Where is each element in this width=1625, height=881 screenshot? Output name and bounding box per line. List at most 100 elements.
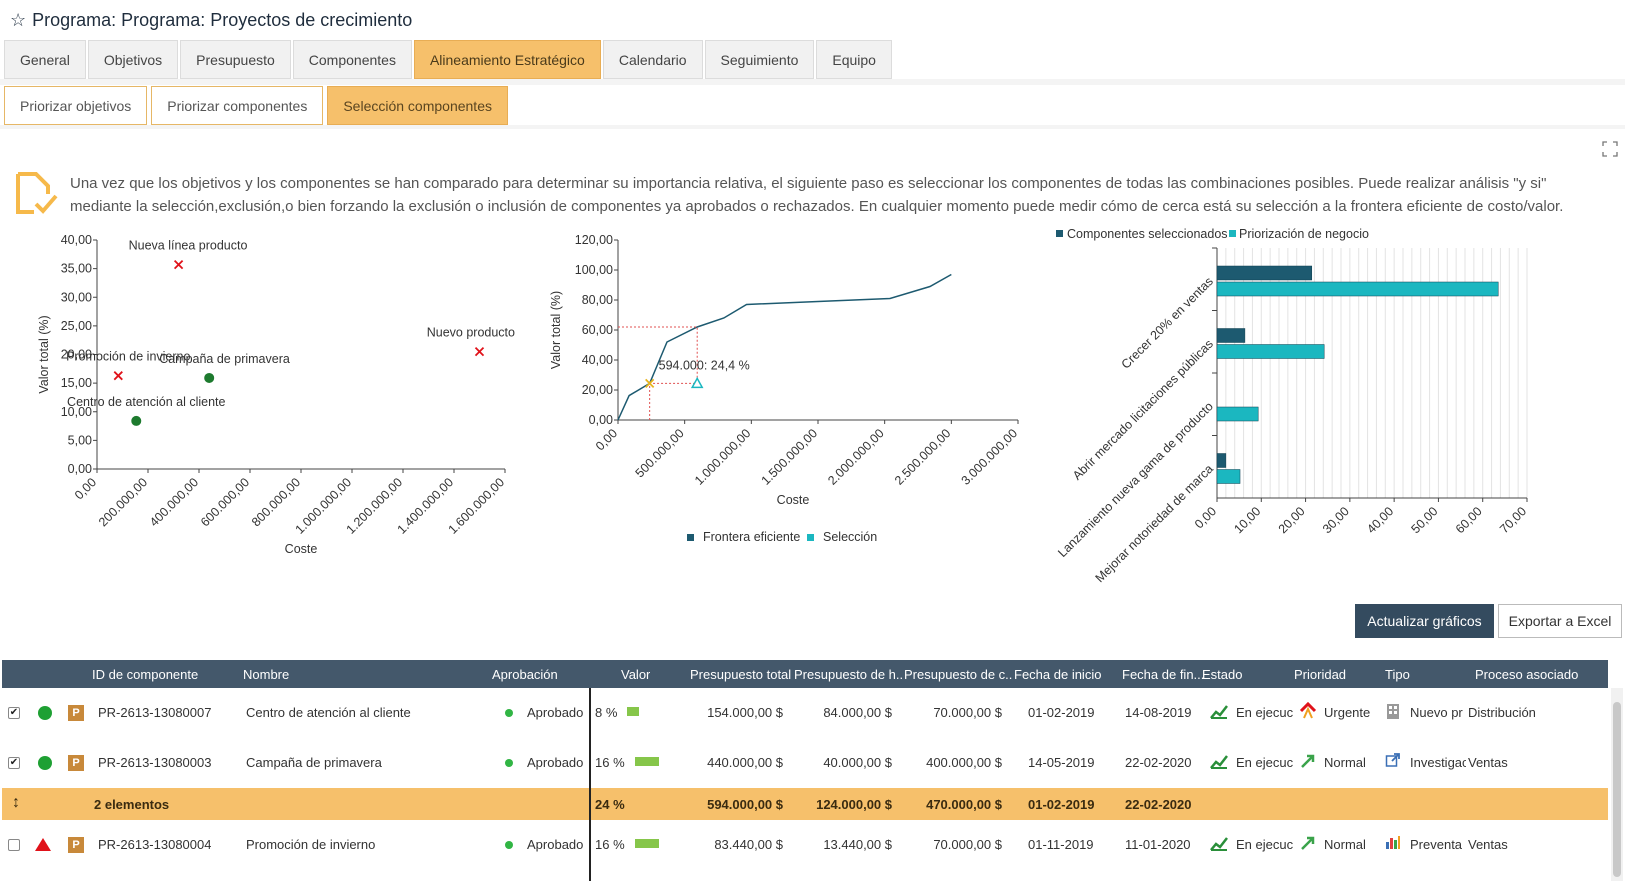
y-tick-label: 35,00	[61, 262, 92, 276]
scrollbar-thumb[interactable]	[1613, 702, 1621, 877]
group-label: 2 elementos	[94, 797, 170, 812]
legend-label-frontier: Frontera eficiente	[703, 530, 800, 544]
status-chart-icon	[1210, 703, 1228, 722]
row-name[interactable]: Campaña de primavera	[246, 755, 382, 770]
point-label: Nuevo producto	[427, 326, 515, 340]
col-total-budget[interactable]: Presupuesto total	[690, 667, 792, 682]
table-row[interactable]: P PR-2613-13080004 Promoción de invierno…	[2, 820, 1608, 870]
project-type-icon: P	[68, 705, 84, 721]
update-charts-button[interactable]: Actualizar gráficos	[1355, 604, 1494, 638]
row-type: Investigac	[1410, 755, 1466, 770]
col-process[interactable]: Proceso asociado	[1475, 667, 1579, 682]
legend-swatch-selected	[1056, 230, 1063, 237]
col-name[interactable]: Nombre	[243, 667, 290, 682]
x-tick-label: 0,00	[72, 475, 99, 502]
group-budget-c: 470.000,00 $	[926, 797, 1002, 812]
tab-seguimiento[interactable]: Seguimiento	[704, 40, 815, 79]
row-checkbox[interactable]	[8, 839, 20, 851]
row-value-bar	[635, 757, 659, 766]
row-name[interactable]: Centro de atención al cliente	[246, 705, 411, 720]
bar-1	[1216, 406, 1259, 422]
col-start-date[interactable]: Fecha de inicio	[1014, 667, 1102, 682]
x-axis-title: Coste	[285, 542, 318, 556]
expand-collapse-icon[interactable]: ↕	[12, 794, 20, 811]
tab-objetivos[interactable]: Objetivos	[87, 40, 179, 79]
col-end-date[interactable]: Fecha de fin...	[1122, 667, 1204, 682]
group-summary-row[interactable]: ↕ 2 elementos 24 % 594.000,00 $ 124.000,…	[2, 788, 1608, 820]
x-tick-label: 2.500.000,00	[892, 426, 954, 488]
star-icon[interactable]: ☆	[10, 9, 27, 30]
row-budget-h: 13.440,00 $	[823, 837, 892, 852]
col-type[interactable]: Tipo	[1385, 667, 1410, 682]
table-row[interactable]: ✔ P PR-2613-13080007 Centro de atención …	[2, 688, 1608, 738]
tab-equipo[interactable]: Equipo	[816, 40, 892, 79]
row-value: 16 %	[595, 837, 625, 852]
project-type-icon: P	[68, 755, 84, 771]
y-tick-label: 100,00	[575, 263, 613, 277]
tab-componentes[interactable]: Componentes	[292, 40, 412, 79]
point-marker-dot	[131, 415, 142, 426]
subtab-priorizar-objetivos[interactable]: Priorizar objetivos	[4, 86, 148, 125]
export-excel-button[interactable]: Exportar a Excel	[1498, 604, 1622, 638]
y-tick-label: 20,00	[582, 383, 613, 397]
y-tick-label: 80,00	[582, 293, 613, 307]
main-tabs: General Objetivos Presupuesto Componente…	[4, 40, 892, 79]
y-tick-label: 20,00	[61, 348, 92, 362]
selection-guide-top	[618, 326, 698, 384]
subtab-seleccion-componentes[interactable]: Selección componentes	[327, 86, 508, 125]
approval-dot-icon	[505, 841, 513, 849]
tab-separator	[0, 79, 1625, 85]
row-status: En ejecuc	[1236, 837, 1294, 852]
health-red-triangle-icon	[35, 838, 51, 851]
x-axis-title: Coste	[777, 493, 810, 507]
col-id[interactable]: ID de componente	[92, 667, 199, 682]
project-type-icon: P	[68, 837, 84, 853]
y-axis-title: Valor total (%)	[549, 291, 563, 369]
expand-icon[interactable]	[1602, 141, 1618, 157]
table-scrollbar[interactable]	[1611, 688, 1623, 881]
tab-presupuesto[interactable]: Presupuesto	[180, 40, 291, 79]
x-tick-label: 800.000,00	[249, 475, 303, 529]
col-status[interactable]: Estado	[1202, 667, 1243, 682]
tab-alineamiento-estrategico[interactable]: Alineamiento Estratégico	[413, 40, 601, 79]
col-priority[interactable]: Prioridad	[1294, 667, 1347, 682]
legend-swatch-selection	[807, 534, 814, 541]
page-title: Programa: Programa: Proyectos de crecimi…	[32, 9, 413, 30]
y-tick-label: 10,00	[61, 405, 92, 419]
row-budget-h: 40.000,00 $	[823, 755, 892, 770]
subtab-priorizar-componentes[interactable]: Priorizar componentes	[151, 86, 324, 125]
tab-calendario[interactable]: Calendario	[602, 40, 703, 79]
group-end-date: 22-02-2020	[1125, 797, 1192, 812]
table-row[interactable]: ✔ P PR-2613-13080003 Campaña de primaver…	[2, 738, 1608, 788]
y-tick-label: 5,00	[68, 433, 92, 447]
point-label: Centro de atención al cliente	[67, 395, 225, 409]
approval-dot-icon	[505, 709, 513, 717]
y-tick-label: 30,00	[61, 290, 92, 304]
col-budget-h[interactable]: Presupuesto de h...	[794, 667, 902, 682]
selection-marker	[690, 376, 704, 389]
row-name[interactable]: Promoción de invierno	[246, 837, 376, 852]
y-tick-label: 0,00	[68, 462, 92, 476]
y-tick-label: 60,00	[582, 323, 613, 337]
row-id: PR-2613-13080004	[98, 837, 212, 852]
col-budget-c[interactable]: Presupuesto de c...	[904, 667, 1012, 682]
priority-normal-icon	[1299, 752, 1317, 773]
x-tick-label: 400.000,00	[147, 475, 201, 529]
row-approval: Aprobado	[527, 705, 584, 720]
row-checkbox[interactable]: ✔	[8, 757, 20, 769]
col-value[interactable]: Valor	[621, 667, 651, 682]
selection-annotation: 594.000: 24,4 %	[659, 358, 750, 372]
health-green-icon	[38, 756, 52, 770]
x-tick-label: 40,00	[1364, 504, 1396, 536]
row-budget-c: 70.000,00 $	[933, 705, 1002, 720]
row-end-date: 22-02-2020	[1125, 755, 1192, 770]
tab-general[interactable]: General	[4, 40, 86, 79]
col-approval[interactable]: Aprobación	[492, 667, 558, 682]
group-total-budget: 594.000,00 $	[707, 797, 783, 812]
row-priority: Normal	[1324, 755, 1366, 770]
row-process: Distribución	[1468, 705, 1536, 720]
priority-normal-icon	[1299, 834, 1317, 855]
point-marker-x	[474, 347, 485, 357]
x-tick-label: 3.000.000,00	[959, 426, 1021, 488]
row-checkbox[interactable]: ✔	[8, 707, 20, 719]
